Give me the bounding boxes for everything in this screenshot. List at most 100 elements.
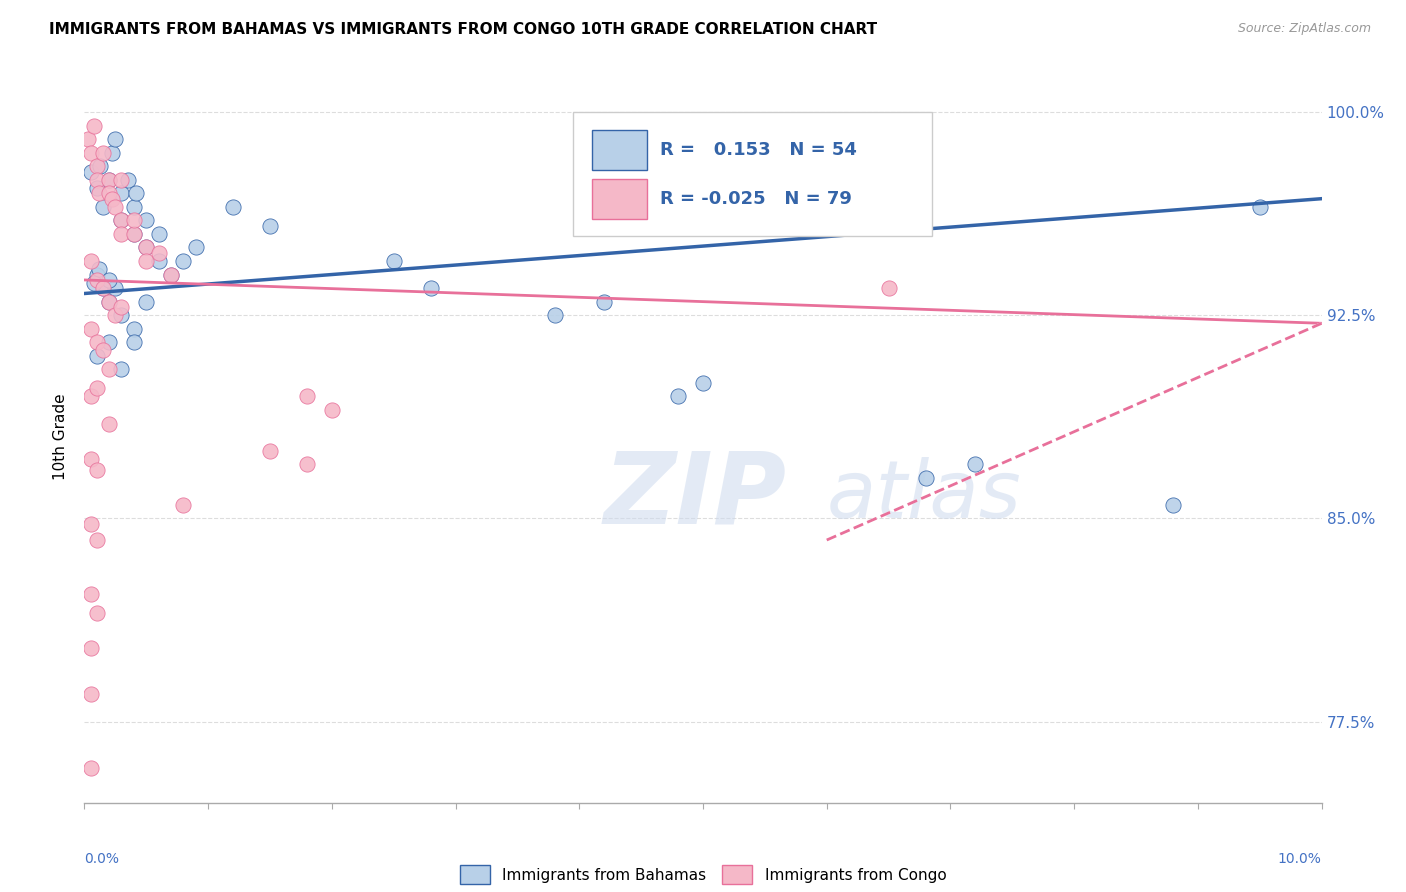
Point	[135, 240, 157, 254]
Point	[91, 200, 114, 214]
Point	[79, 587, 101, 601]
Point	[100, 145, 122, 160]
Point	[184, 240, 207, 254]
Point	[79, 516, 101, 531]
Point	[79, 164, 101, 178]
Point	[110, 213, 132, 227]
Point	[259, 219, 281, 233]
Point	[86, 159, 108, 173]
Text: ZIP: ZIP	[605, 447, 787, 544]
Point	[91, 281, 114, 295]
Point	[79, 322, 101, 336]
Point	[89, 159, 111, 173]
FancyBboxPatch shape	[574, 112, 932, 235]
Point	[98, 417, 121, 431]
Point	[77, 132, 100, 146]
Point	[98, 273, 121, 287]
Point	[86, 181, 108, 195]
Text: 0.0%: 0.0%	[84, 852, 120, 865]
Text: Source: ZipAtlas.com: Source: ZipAtlas.com	[1237, 22, 1371, 36]
Point	[98, 172, 121, 186]
Point	[110, 186, 132, 201]
Point	[117, 172, 139, 186]
Point	[91, 145, 114, 160]
Point	[79, 761, 101, 775]
Legend: Immigrants from Bahamas, Immigrants from Congo: Immigrants from Bahamas, Immigrants from…	[454, 859, 952, 890]
Point	[110, 227, 132, 241]
Point	[160, 268, 183, 282]
Point	[148, 254, 170, 268]
Point	[86, 349, 108, 363]
Point	[86, 335, 108, 350]
Point	[89, 262, 111, 277]
Point	[965, 457, 987, 471]
Point	[666, 389, 689, 403]
Point	[135, 213, 157, 227]
Text: 10.0%: 10.0%	[1278, 852, 1322, 865]
Point	[295, 457, 318, 471]
Point	[172, 254, 194, 268]
Point	[104, 281, 127, 295]
Point	[86, 172, 108, 186]
Point	[79, 254, 101, 268]
Point	[125, 186, 148, 201]
Point	[122, 322, 145, 336]
Point	[122, 213, 145, 227]
Point	[172, 498, 194, 512]
Point	[877, 281, 900, 295]
Point	[89, 186, 111, 201]
Point	[382, 254, 405, 268]
Point	[321, 403, 343, 417]
Point	[110, 308, 132, 322]
Point	[110, 172, 132, 186]
Point	[122, 200, 145, 214]
Point	[110, 213, 132, 227]
FancyBboxPatch shape	[592, 130, 647, 170]
Point	[692, 376, 714, 390]
Point	[135, 240, 157, 254]
Point	[79, 145, 101, 160]
Point	[100, 192, 122, 206]
Point	[122, 227, 145, 241]
Text: IMMIGRANTS FROM BAHAMAS VS IMMIGRANTS FROM CONGO 10TH GRADE CORRELATION CHART: IMMIGRANTS FROM BAHAMAS VS IMMIGRANTS FR…	[49, 22, 877, 37]
Y-axis label: 10th Grade: 10th Grade	[53, 393, 69, 481]
Point	[122, 335, 145, 350]
Point	[104, 308, 127, 322]
Point	[83, 276, 105, 290]
Point	[104, 132, 127, 146]
Point	[91, 281, 114, 295]
Point	[914, 471, 936, 485]
Point	[86, 273, 108, 287]
Point	[160, 268, 183, 282]
Point	[79, 451, 101, 466]
Point	[1249, 200, 1271, 214]
Point	[86, 462, 108, 476]
Point	[148, 227, 170, 241]
Point	[148, 245, 170, 260]
Point	[86, 533, 108, 547]
Text: R =   0.153   N = 54: R = 0.153 N = 54	[659, 141, 856, 160]
Point	[135, 294, 157, 309]
Point	[543, 308, 565, 322]
Point	[98, 362, 121, 376]
Point	[98, 335, 121, 350]
Point	[110, 300, 132, 314]
Point	[593, 294, 616, 309]
Point	[98, 172, 121, 186]
Point	[419, 281, 441, 295]
Point	[79, 641, 101, 656]
Point	[98, 186, 121, 201]
Point	[110, 362, 132, 376]
Text: R = -0.025   N = 79: R = -0.025 N = 79	[659, 190, 852, 209]
Point	[98, 294, 121, 309]
Point	[222, 200, 245, 214]
Point	[86, 268, 108, 282]
Point	[91, 343, 114, 358]
Point	[83, 119, 105, 133]
Point	[259, 443, 281, 458]
Point	[135, 254, 157, 268]
Point	[122, 227, 145, 241]
Point	[86, 606, 108, 620]
Point	[79, 389, 101, 403]
Point	[104, 200, 127, 214]
